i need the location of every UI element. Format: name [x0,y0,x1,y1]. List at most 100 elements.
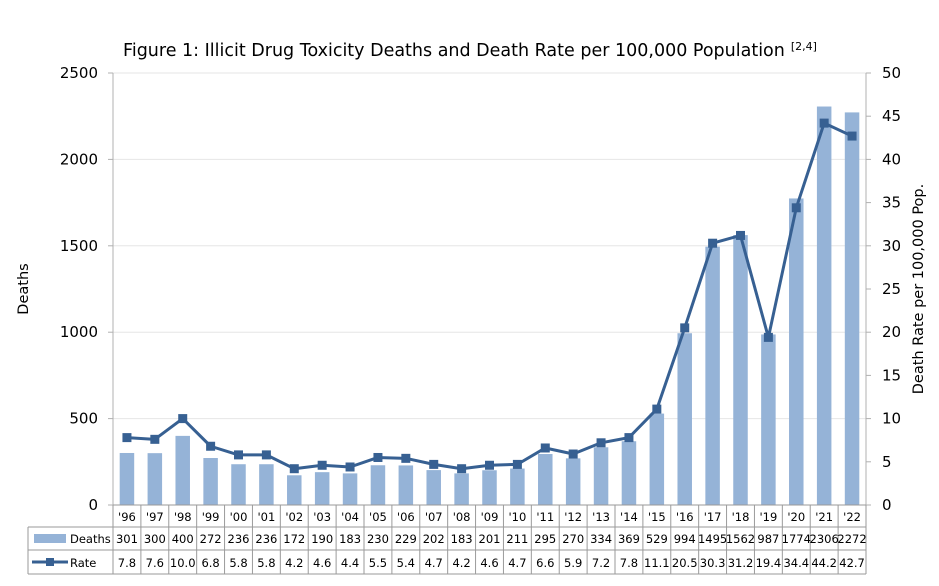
rate-value: 20.5 [672,556,698,570]
deaths-value: 236 [255,532,277,546]
y-axis-left-label: Deaths [16,263,32,314]
category-label: '11 [536,510,554,524]
y-tick-left-label: 500 [69,410,98,428]
chart-title-superscript: [2,4] [791,40,817,53]
deaths-value: 236 [228,532,250,546]
y-tick-right-label: 40 [882,150,901,168]
axis-ticks: 0 500 1000 1500 2000 2500 0 5 10 15 20 25 30 35 40 45 50 [60,64,901,514]
y-axis-right-label: Death Rate per 100,000 Pop. [911,184,927,395]
rate-marker-8 [345,462,355,472]
deaths-value: 369 [618,532,640,546]
bar-23 [761,334,776,505]
y-tick-left-label: 1000 [60,323,98,341]
bar-2 [175,435,190,505]
y-tick-left-label: 0 [88,496,98,514]
deaths-value: 987 [757,532,779,546]
category-label: '14 [620,510,638,524]
category-label: '19 [759,510,777,524]
bar-8 [342,473,358,505]
rate-marker-7 [317,460,327,470]
y-tick-left-label: 1500 [60,237,98,255]
line-series-rate [122,118,857,474]
category-label: '18 [732,510,750,524]
category-label: '07 [425,510,443,524]
legend-label-deaths: Deaths [70,532,111,546]
deaths-value: 994 [674,532,696,546]
category-label: '12 [564,510,582,524]
category-label: '04 [341,510,359,524]
category-label: '21 [815,510,833,524]
category-label: '00 [230,510,248,524]
bar-11 [426,470,441,505]
rate-marker-5 [261,450,271,460]
rate-marker-9 [373,452,383,462]
bar-0 [119,452,135,505]
category-label: '17 [704,510,722,524]
rate-value: 4.2 [285,556,303,570]
category-label: '22 [843,510,861,524]
bar-22 [733,235,748,505]
deaths-value: 1562 [726,532,755,546]
category-label: '10 [508,510,526,524]
rate-marker-12 [457,464,467,474]
deaths-value: 172 [283,532,305,546]
rate-value: 31.2 [728,556,754,570]
y-tick-right-label: 15 [882,366,901,384]
category-label: '97 [146,510,164,524]
bar-13 [482,470,497,505]
deaths-value: 229 [395,532,417,546]
legend-key-rate-marker [46,558,54,566]
category-label: '01 [257,510,275,524]
rate-value: 4.6 [313,556,331,570]
y-tick-right-label: 5 [882,453,892,471]
deaths-value: 300 [144,532,166,546]
category-label: '99 [202,510,220,524]
bar-7 [314,472,330,505]
deaths-value: 1774 [782,532,811,546]
bar-18 [621,441,637,505]
bar-12 [454,473,469,505]
rate-value: 42.7 [839,556,865,570]
bar-6 [287,475,302,505]
rate-value: 44.2 [811,556,837,570]
rate-value: 4.4 [341,556,359,570]
rate-marker-20 [680,323,690,333]
deaths-value: 2272 [837,532,866,546]
rate-value: 19.4 [756,556,782,570]
rate-marker-23 [763,332,773,342]
bar-26 [844,112,860,505]
y-tick-right-label: 50 [882,64,901,82]
category-label: '05 [369,510,387,524]
category-label: '06 [397,510,415,524]
rate-value: 6.8 [201,556,219,570]
y-tick-right-label: 10 [882,410,901,428]
chart-title: Figure 1: Illicit Drug Toxicity Deaths a… [123,40,817,61]
bar-20 [677,333,692,505]
deaths-value: 529 [646,532,668,546]
rate-marker-17 [596,438,606,448]
bar-25 [816,106,832,506]
y-tick-right-label: 30 [882,237,901,255]
bar-4 [231,464,246,505]
rate-value: 5.9 [564,556,582,570]
y-tick-right-label: 35 [882,194,901,212]
rate-value: 5.8 [229,556,247,570]
bar-15 [538,454,553,505]
legend-label-rate: Rate [70,556,96,570]
deaths-value: 211 [506,532,528,546]
category-label: '08 [453,510,471,524]
y-tick-right-label: 45 [882,107,901,125]
rate-value: 7.8 [620,556,638,570]
category-label: '20 [787,510,805,524]
rate-marker-26 [847,131,857,141]
rate-marker-10 [401,453,411,463]
rate-value: 7.8 [118,556,136,570]
rate-marker-2 [178,414,188,424]
category-label: '96 [118,510,136,524]
rate-marker-24 [791,203,801,213]
rate-value: 4.2 [452,556,470,570]
rate-value: 7.6 [146,556,164,570]
rate-marker-19 [652,404,662,414]
category-label: '16 [676,510,694,524]
rate-value: 5.5 [369,556,387,570]
